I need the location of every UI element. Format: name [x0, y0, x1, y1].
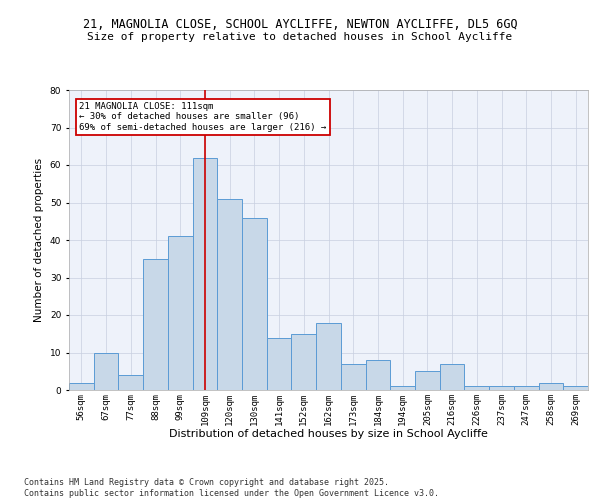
Bar [563, 386, 588, 390]
X-axis label: Distribution of detached houses by size in School Aycliffe: Distribution of detached houses by size … [169, 429, 488, 439]
Bar [193, 158, 217, 390]
Text: 21 MAGNOLIA CLOSE: 111sqm
← 30% of detached houses are smaller (96)
69% of semi-: 21 MAGNOLIA CLOSE: 111sqm ← 30% of detac… [79, 102, 326, 132]
Bar [292, 334, 316, 390]
Bar [390, 386, 415, 390]
Bar [143, 259, 168, 390]
Bar [316, 322, 341, 390]
Text: 21, MAGNOLIA CLOSE, SCHOOL AYCLIFFE, NEWTON AYCLIFFE, DL5 6GQ: 21, MAGNOLIA CLOSE, SCHOOL AYCLIFFE, NEW… [83, 18, 517, 30]
Bar [242, 218, 267, 390]
Bar [267, 338, 292, 390]
Bar [514, 386, 539, 390]
Bar [69, 382, 94, 390]
Bar [415, 371, 440, 390]
Bar [94, 352, 118, 390]
Bar [440, 364, 464, 390]
Bar [217, 198, 242, 390]
Bar [464, 386, 489, 390]
Bar [341, 364, 365, 390]
Text: Contains HM Land Registry data © Crown copyright and database right 2025.
Contai: Contains HM Land Registry data © Crown c… [24, 478, 439, 498]
Bar [539, 382, 563, 390]
Bar [489, 386, 514, 390]
Text: Size of property relative to detached houses in School Aycliffe: Size of property relative to detached ho… [88, 32, 512, 42]
Bar [118, 375, 143, 390]
Bar [365, 360, 390, 390]
Y-axis label: Number of detached properties: Number of detached properties [34, 158, 44, 322]
Bar [168, 236, 193, 390]
